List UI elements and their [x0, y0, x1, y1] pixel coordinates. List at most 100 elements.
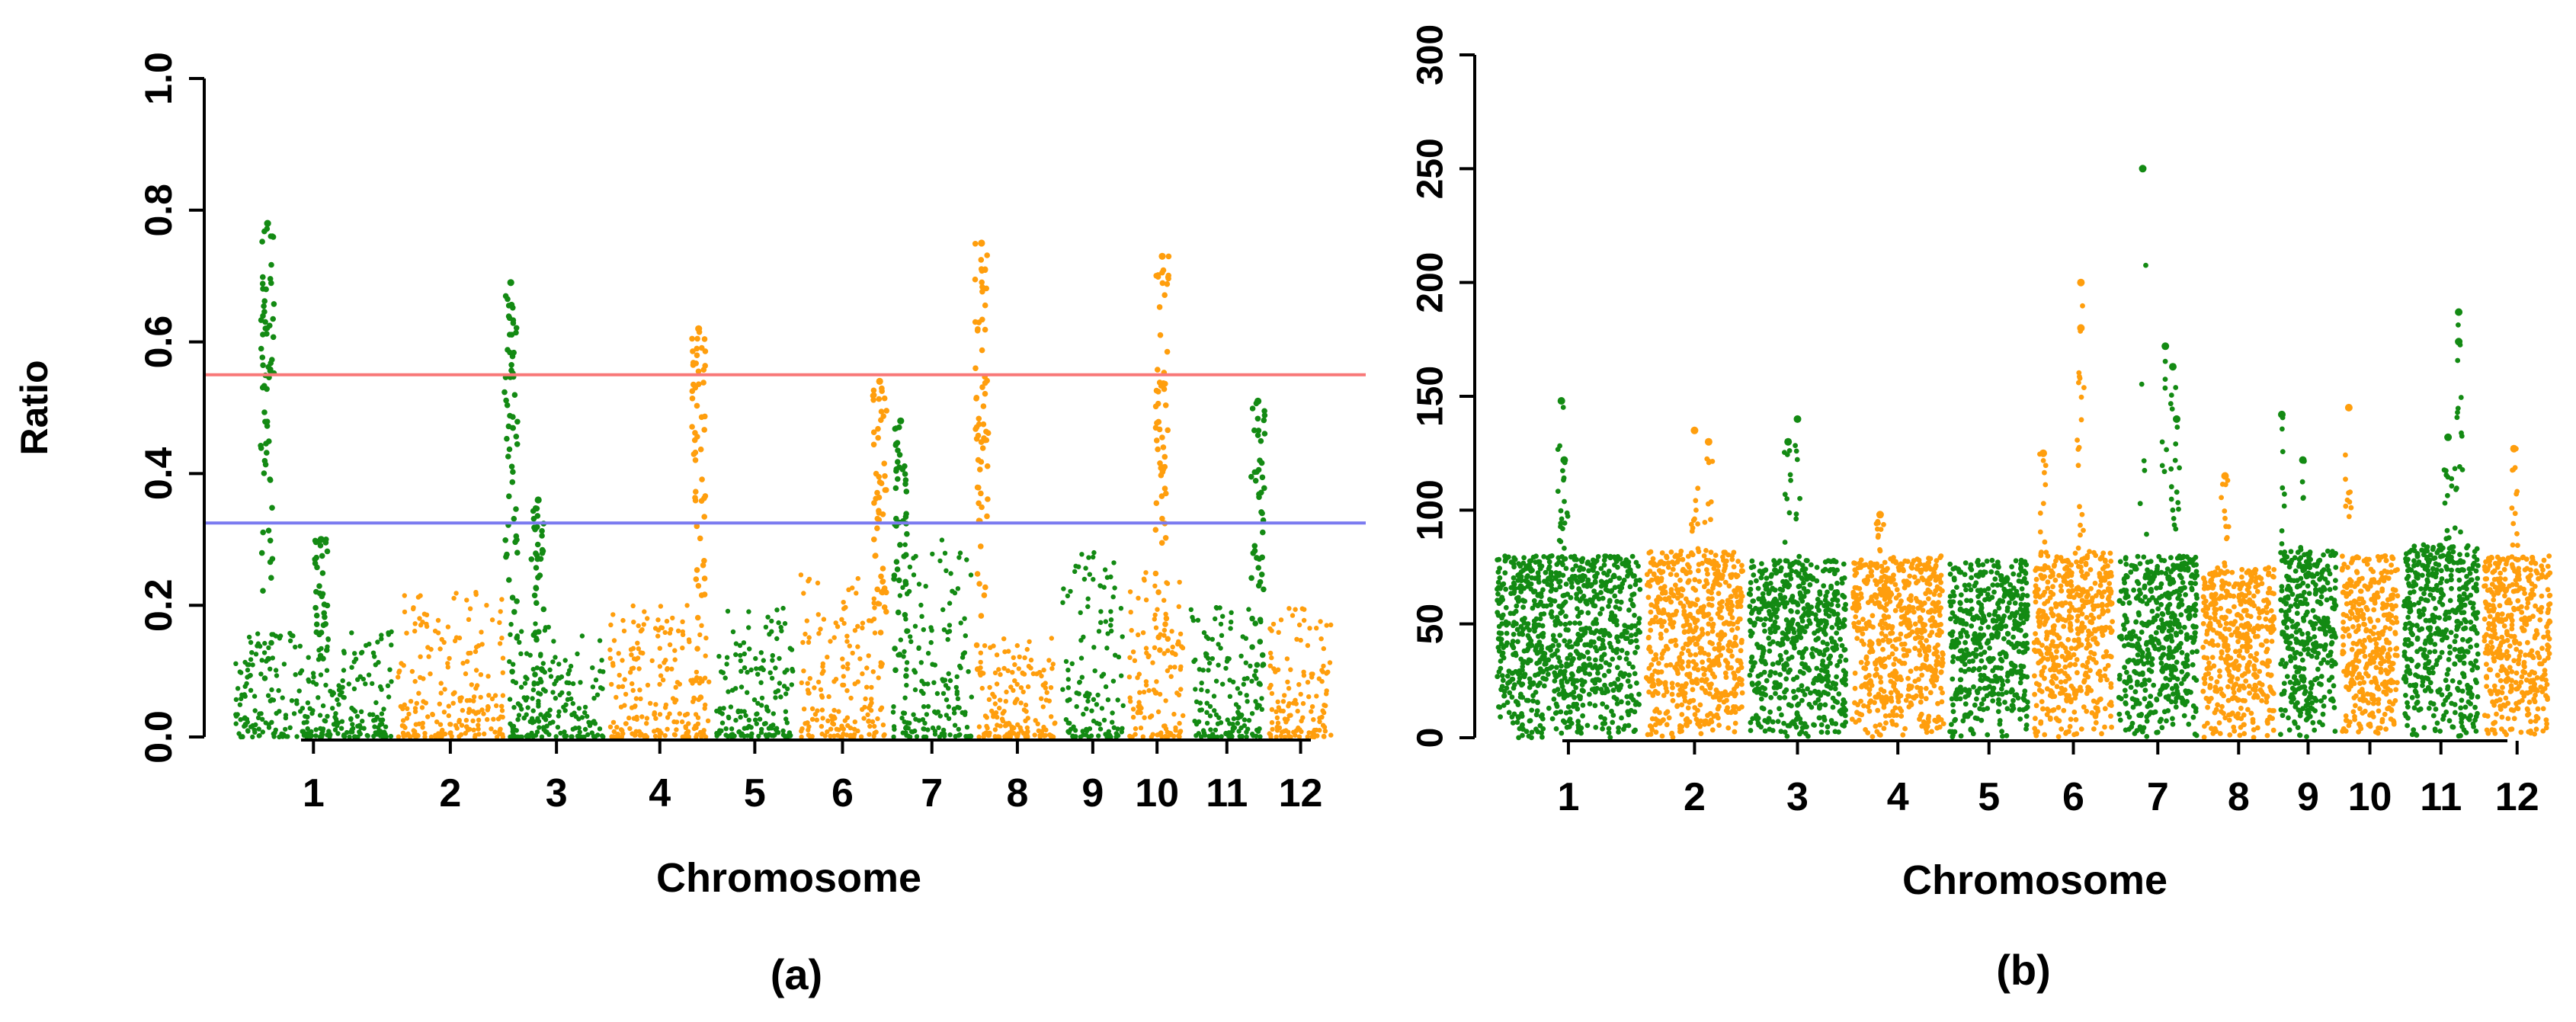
snp-point	[1610, 656, 1616, 662]
snp-point	[902, 612, 908, 618]
snp-point	[607, 724, 614, 729]
snp-point	[533, 621, 538, 626]
snp-point	[1584, 560, 1591, 566]
snp-point	[692, 495, 698, 501]
snp-point	[1207, 713, 1213, 719]
snp-point	[1708, 617, 1714, 622]
snp-point	[1306, 730, 1312, 735]
snp-point	[316, 631, 322, 638]
snp-point	[1024, 709, 1029, 714]
snp-point	[1760, 684, 1765, 690]
snp-point	[1511, 555, 1517, 561]
snp-point	[1197, 700, 1203, 706]
snp-point	[1282, 693, 1287, 698]
snp-point	[1766, 635, 1772, 641]
snp-point	[921, 704, 927, 710]
peak-top-point	[507, 279, 514, 287]
snp-point	[478, 672, 484, 678]
snp-point	[1298, 637, 1303, 643]
snp-point	[1020, 671, 1026, 676]
snp-point	[1770, 719, 1776, 725]
snp-point	[1797, 716, 1803, 722]
snp-point	[1127, 589, 1133, 594]
snp-point	[1178, 687, 1184, 692]
snp-point	[784, 668, 790, 673]
snp-point	[1654, 598, 1660, 604]
snp-point	[1697, 723, 1703, 729]
snp-point	[1767, 617, 1773, 623]
snp-point	[1495, 674, 1501, 680]
snp-point	[509, 594, 516, 601]
snp-point	[1200, 668, 1206, 673]
snp-point	[511, 392, 518, 398]
snp-point	[535, 681, 540, 686]
snp-point	[679, 719, 685, 725]
snp-point	[928, 639, 934, 646]
snp-point	[1108, 617, 1114, 623]
snp-point	[1722, 658, 1729, 664]
snp-point	[1761, 569, 1767, 574]
snp-point	[1165, 668, 1171, 674]
snp-point	[1497, 565, 1502, 572]
snp-point	[1602, 720, 1608, 726]
snp-point	[730, 687, 735, 693]
snp-point	[543, 717, 549, 722]
snp-point	[1559, 684, 1565, 690]
snp-point	[336, 683, 341, 688]
snp-point	[1556, 559, 1562, 565]
snp-point	[1902, 726, 1908, 732]
snp-point	[294, 734, 300, 739]
snp-point	[1719, 630, 1725, 636]
snp-point	[1806, 667, 1812, 673]
snp-point	[1772, 629, 1778, 635]
snp-point	[312, 539, 319, 546]
snp-point	[976, 485, 982, 491]
snp-point	[700, 367, 707, 373]
snp-point	[1562, 592, 1568, 598]
snp-point	[1706, 558, 1713, 563]
snp-point	[1072, 728, 1078, 733]
snp-point	[869, 700, 874, 706]
snp-point	[538, 666, 545, 672]
snp-point	[1732, 720, 1738, 726]
snp-point	[1679, 712, 1685, 717]
snp-point	[323, 682, 328, 688]
snp-point	[579, 633, 585, 639]
snp-point	[1177, 720, 1182, 726]
snp-point	[236, 731, 242, 736]
snp-point	[499, 703, 505, 709]
snp-point	[1309, 734, 1315, 739]
snp-point	[530, 708, 536, 713]
snp-point	[1267, 663, 1274, 668]
snp-point	[916, 581, 922, 587]
snp-point	[1288, 667, 1293, 672]
snp-point	[1700, 659, 1706, 665]
snp-point	[1091, 718, 1097, 724]
snp-point	[245, 668, 251, 673]
snp-point	[1511, 682, 1517, 687]
snp-point	[1162, 621, 1168, 627]
snp-point	[283, 726, 288, 732]
snp-point	[557, 692, 562, 697]
snp-point	[835, 732, 841, 738]
snp-point	[1161, 463, 1168, 470]
snp-point	[1799, 661, 1805, 667]
snp-point	[1600, 637, 1606, 643]
snp-point	[1637, 630, 1643, 635]
snp-point	[550, 690, 556, 695]
snp-point	[1143, 570, 1149, 575]
snp-point	[518, 651, 524, 656]
snp-point	[1094, 702, 1100, 707]
snp-point	[1652, 688, 1658, 694]
snp-point	[1812, 688, 1818, 694]
snp-point	[908, 634, 913, 639]
snp-point	[870, 392, 877, 399]
snp-point	[1503, 586, 1508, 592]
snp-point	[1762, 728, 1768, 734]
snp-point	[645, 682, 651, 688]
snp-point	[273, 668, 279, 673]
snp-point	[1856, 620, 1862, 626]
snp-point	[610, 612, 616, 617]
snp-point	[978, 613, 985, 619]
snp-point	[941, 731, 947, 737]
